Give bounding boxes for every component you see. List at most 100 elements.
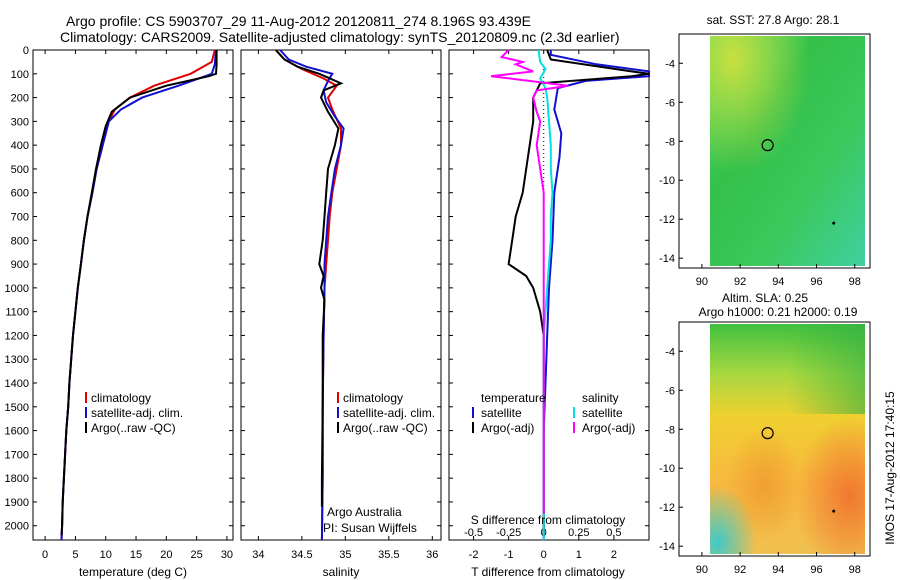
x-tick-label: 25 xyxy=(191,549,203,561)
y-tick-label: 800 xyxy=(11,235,29,247)
salinity-xlabel: salinity xyxy=(323,565,360,579)
figure-title-line2: Climatology: CARS2009. Satellite-adjuste… xyxy=(60,29,620,45)
map-y-tick-label: -14 xyxy=(659,253,675,265)
map-y-tick-label: -6 xyxy=(665,385,675,397)
y-tick-label: 500 xyxy=(11,164,29,176)
legend-satellite: satellite-adj. clim. xyxy=(91,406,183,420)
map-x-tick-label: 96 xyxy=(810,564,822,576)
x-tick-label: 34.5 xyxy=(291,549,312,561)
argo-annotation-line2: PI: Susan Wijffels xyxy=(323,521,417,535)
map-y-tick-label: -4 xyxy=(665,58,675,70)
nearby-float-dot xyxy=(832,509,836,513)
difference-legend: temperature satellite Argo(-adj) salinit… xyxy=(472,391,635,435)
temperature-panel: 0100200300400500600700800900100011001200… xyxy=(5,45,234,579)
salinity-panel: 34 34.5 35 35.5 36 salinity climatology sate… xyxy=(240,49,442,579)
x-tick-label: 10 xyxy=(100,549,112,561)
imos-timestamp: IMOS 17-Aug-2012 17:40:15 xyxy=(883,391,897,545)
legend-salinity-title: salinity xyxy=(582,391,619,405)
salinity-legend: climatology satellite-adj. clim. Argo(..… xyxy=(337,391,435,435)
map-y-tick-label: -8 xyxy=(665,136,675,148)
y-tick-label: 1300 xyxy=(5,354,29,366)
y-tick-label: 1600 xyxy=(5,426,29,438)
x-tick-label: -1 xyxy=(504,549,514,561)
legend-climatology: climatology xyxy=(343,391,403,405)
s-difference-label: S difference from climatology xyxy=(471,513,626,527)
s-diff-tick-label: -0.5 xyxy=(464,527,483,539)
argo-annotation-line1: Argo Australia xyxy=(327,505,402,519)
x-tick-label: 2 xyxy=(611,549,617,561)
map-y-tick-label: -10 xyxy=(659,175,675,187)
x-tick-label: 30 xyxy=(221,549,233,561)
temperature-plot-frame xyxy=(32,49,234,541)
sst-map-title: sat. SST: 27.8 Argo: 28.1 xyxy=(707,13,840,27)
y-tick-label: 1400 xyxy=(5,378,29,390)
y-tick-label: 700 xyxy=(11,212,29,224)
y-tick-label: 1100 xyxy=(5,307,29,319)
y-tick-label: 1000 xyxy=(5,283,29,295)
legend-s-satellite: satellite xyxy=(582,406,623,420)
x-tick-label: 35.5 xyxy=(378,549,399,561)
y-tick-label: 300 xyxy=(11,116,29,128)
legend-temperature-title: temperature xyxy=(481,391,546,405)
y-tick-label: 1500 xyxy=(5,402,29,414)
sla-map-title-line2: Argo h1000: 0.21 h2000: 0.19 xyxy=(699,305,858,319)
map-y-tick-label: -6 xyxy=(665,97,675,109)
series-line-3 xyxy=(490,49,569,514)
y-tick-label: 100 xyxy=(11,69,29,81)
legend-argo: Argo(..raw -QC) xyxy=(343,421,428,435)
y-tick-label: 900 xyxy=(11,259,29,271)
x-tick-label: 35 xyxy=(339,549,351,561)
temperature-xlabel: temperature (deg C) xyxy=(79,565,187,579)
temperature-legend: climatology satellite-adj. clim. Argo(..… xyxy=(85,391,183,435)
x-tick-label: 5 xyxy=(72,549,78,561)
map-x-tick-label: 94 xyxy=(772,276,784,288)
map-x-tick-label: 98 xyxy=(849,564,861,576)
t-difference-xlabel: T difference from climatology xyxy=(471,565,625,579)
map-x-tick-label: 92 xyxy=(734,564,746,576)
figure-title-line1: Argo profile: CS 5903707_29 11-Aug-2012 … xyxy=(66,13,531,29)
map-y-tick-label: -12 xyxy=(659,214,675,226)
map-y-tick-label: -8 xyxy=(665,424,675,436)
map-y-tick-label: -10 xyxy=(659,463,675,475)
map-x-tick-label: 92 xyxy=(734,276,746,288)
argo-location-marker xyxy=(761,139,774,152)
legend-satellite: satellite-adj. clim. xyxy=(343,406,435,420)
y-tick-label: 2000 xyxy=(5,521,29,533)
x-tick-label: 34 xyxy=(252,549,264,561)
legend-t-argo: Argo(-adj) xyxy=(481,421,534,435)
argo-location-marker xyxy=(761,427,774,440)
x-tick-label: 15 xyxy=(130,549,142,561)
x-tick-label: 1 xyxy=(576,549,582,561)
x-tick-label: 20 xyxy=(160,549,172,561)
sst-map: sat. SST: 27.8 Argo: 28.1 -4 -6 -8 -10 -12 -1… xyxy=(659,13,871,288)
y-tick-label: 1800 xyxy=(5,473,29,485)
x-tick-label: 0 xyxy=(541,549,547,561)
y-tick-label: 200 xyxy=(11,93,29,105)
map-x-tick-label: 90 xyxy=(696,564,708,576)
series-line-0 xyxy=(542,50,650,540)
difference-panel: -2 -1 0 1 2-0.5 -0.25 0 0.25 0.5 S difference fr… xyxy=(448,49,650,579)
legend-s-argo: Argo(-adj) xyxy=(582,421,635,435)
series-line-2 xyxy=(275,49,344,507)
s-diff-tick-label: -0.25 xyxy=(496,527,521,539)
y-tick-label: 0 xyxy=(23,45,29,57)
x-tick-label: 0 xyxy=(42,549,48,561)
map-y-tick-label: -12 xyxy=(659,502,675,514)
sla-map: Altim. SLA: 0.25 Argo h1000: 0.21 h2000:… xyxy=(659,291,871,576)
s-diff-tick-label: 0.5 xyxy=(606,527,621,539)
legend-climatology: climatology xyxy=(91,391,151,405)
legend-t-satellite: satellite xyxy=(481,406,522,420)
y-tick-label: 1900 xyxy=(5,497,29,509)
y-tick-label: 1700 xyxy=(5,449,29,461)
y-tick-label: 1200 xyxy=(5,330,29,342)
sla-map-title-line1: Altim. SLA: 0.25 xyxy=(722,291,808,305)
y-tick-label: 600 xyxy=(11,188,29,200)
s-diff-tick-label: 0.25 xyxy=(568,527,589,539)
map-y-tick-label: -4 xyxy=(665,346,675,358)
y-tick-label: 400 xyxy=(11,140,29,152)
nearby-float-dot xyxy=(832,221,836,225)
map-x-tick-label: 98 xyxy=(849,276,861,288)
map-x-tick-label: 96 xyxy=(810,276,822,288)
map-x-tick-label: 94 xyxy=(772,564,784,576)
